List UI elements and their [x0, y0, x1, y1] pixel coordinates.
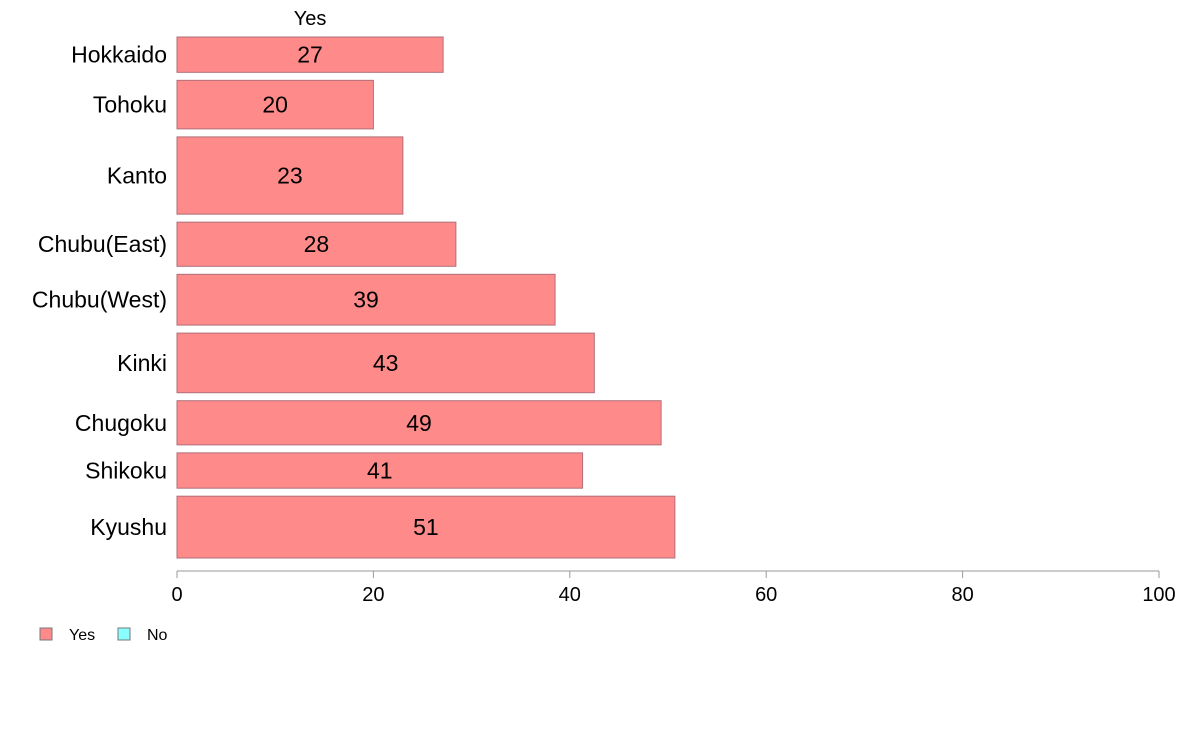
legend-swatch-yes — [39, 627, 53, 641]
bar-yes-4 — [176, 273, 556, 326]
category-label: Chubu(West) — [32, 287, 167, 313]
bar-yes-5 — [176, 332, 595, 394]
category-label: Shikoku — [85, 458, 167, 484]
segment-header-label: Yes — [294, 8, 327, 30]
bar-value-labels: 27 20 23 28 39 43 49 41 51 — [262, 42, 438, 540]
bars-group — [176, 36, 676, 559]
bar-yes-8 — [176, 495, 676, 559]
category-label: Kanto — [107, 163, 167, 189]
category-label: Kinki — [117, 350, 167, 376]
category-label: Chugoku — [75, 410, 167, 436]
bar-yes-3 — [176, 221, 457, 267]
legend-swatch-no — [117, 627, 131, 641]
bar-yes-1 — [176, 79, 374, 130]
x-axis: 0 20 40 60 80 100 — [171, 570, 1176, 606]
bar-value-label: 41 — [367, 458, 393, 484]
legend: Yes No — [39, 627, 168, 644]
bar-value-label: 27 — [297, 42, 323, 68]
bar-yes-0 — [176, 36, 444, 73]
bar-value-label: 39 — [353, 287, 379, 313]
bar-value-label: 23 — [277, 163, 303, 189]
x-tick-label: 80 — [951, 584, 973, 606]
x-tick-label: 60 — [755, 584, 777, 606]
category-label: Chubu(East) — [38, 231, 167, 257]
bar-value-label: 51 — [413, 514, 439, 540]
category-label: Tohoku — [93, 92, 167, 118]
bar-value-label: 43 — [373, 350, 399, 376]
legend-label-no: No — [147, 627, 168, 644]
bar-yes-7 — [176, 452, 584, 489]
x-tick-label: 100 — [1142, 584, 1175, 606]
category-labels: Hokkaido Tohoku Kanto Chubu(East) Chubu(West… — [32, 42, 167, 540]
category-label: Hokkaido — [71, 42, 167, 68]
x-tick-label: 0 — [171, 584, 182, 606]
category-label: Kyushu — [90, 514, 167, 540]
bar-value-label: 20 — [262, 92, 288, 118]
x-tick-label: 20 — [362, 584, 384, 606]
bar-value-label: 28 — [304, 231, 330, 257]
x-tick-label: 40 — [559, 584, 581, 606]
bar-value-label: 49 — [406, 410, 432, 436]
legend-label-yes: Yes — [69, 627, 95, 644]
bar-yes-2 — [176, 136, 404, 215]
bar-yes-6 — [176, 400, 662, 446]
